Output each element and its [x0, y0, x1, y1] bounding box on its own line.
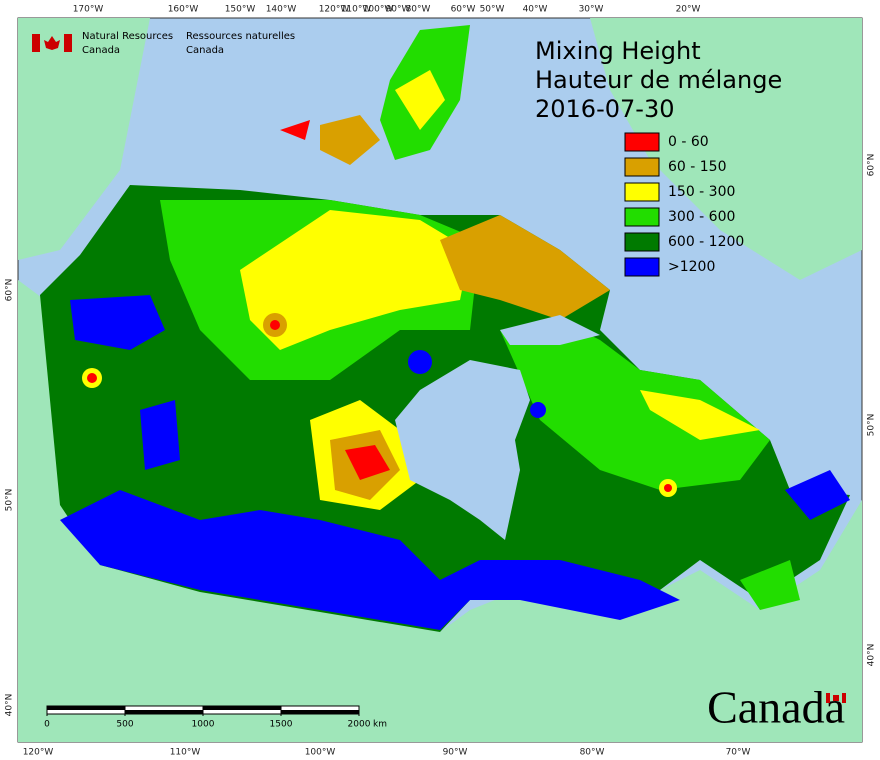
scale-bar-label: 1000	[192, 720, 215, 730]
longitude-label: 120°W	[23, 748, 54, 758]
longitude-label: 80°W	[580, 748, 605, 758]
longitude-label: 90°W	[386, 5, 411, 15]
legend-swatch	[624, 257, 660, 277]
longitude-label: 170°W	[73, 5, 104, 15]
legend-label: >1200	[668, 259, 715, 275]
scale-bar: 0 500 1000 1500 2000 km	[44, 705, 387, 730]
canada-mixing-height	[40, 25, 850, 632]
legend-label: 60 - 150	[668, 159, 727, 175]
scale-bar-label: 500	[116, 720, 133, 730]
legend-label: 0 - 60	[668, 134, 709, 150]
scale-bar-segment	[47, 706, 125, 710]
scale-bar-label: 1500	[270, 720, 293, 730]
legend-label: 600 - 1200	[668, 234, 744, 250]
longitude-label: 120°W	[319, 5, 350, 15]
title: Mixing Height	[535, 37, 701, 65]
legend-swatch	[624, 207, 660, 227]
foreign-land	[18, 18, 862, 742]
longitude-label: 100°W	[363, 5, 394, 15]
agency-en: Natural Resources	[82, 31, 173, 42]
wordmark-flag	[833, 695, 839, 701]
title: 2016-07-30	[535, 95, 674, 123]
longitude-label: 140°W	[266, 5, 297, 15]
latitude-label: 40°N	[867, 644, 877, 667]
agency-fr: Canada	[186, 45, 224, 56]
latitude-label: 50°N	[867, 414, 877, 437]
longitude-label: 160°W	[168, 5, 199, 15]
legend-label: 300 - 600	[668, 209, 735, 225]
scale-bar-segment	[281, 710, 359, 714]
legend: 0 - 60 60 - 150 150 - 300 300 - 600 600 - 12…	[624, 132, 744, 277]
flag-bar	[64, 34, 72, 52]
legend-label: 150 - 300	[668, 184, 735, 200]
longitude-label: 150°W	[225, 5, 256, 15]
scale-bar-segment	[125, 710, 203, 714]
legend-swatch	[624, 232, 660, 252]
agency-fr: Ressources naturelles	[186, 31, 295, 42]
longitude-label: 40°W	[523, 5, 548, 15]
scale-bar-label: 0	[44, 720, 50, 730]
wordmark-flag	[826, 693, 830, 703]
scale-bar-label: 2000	[348, 720, 371, 730]
longitude-label: 110°W	[170, 748, 201, 758]
latitude-label: 60°N	[5, 279, 15, 302]
legend-swatch	[624, 157, 660, 177]
latitude-label: 60°N	[867, 154, 877, 177]
longitude-label: 20°W	[676, 5, 701, 15]
flag-leaf	[44, 36, 60, 50]
longitude-label: 30°W	[579, 5, 604, 15]
legend-swatch	[624, 182, 660, 202]
longitude-label: 100°W	[305, 748, 336, 758]
longitude-label: 80°W	[406, 5, 431, 15]
title: Hauteur de mélange	[535, 66, 782, 94]
longitude-label: 70°W	[726, 748, 751, 758]
wordmark-flag	[842, 693, 846, 703]
legend-swatch	[624, 132, 660, 152]
longitude-label: 110°W	[341, 5, 372, 15]
latitude-label: 40°N	[5, 694, 15, 717]
wordmark: Canada	[707, 682, 845, 733]
agency-en: Canada	[82, 45, 120, 56]
longitude-label: 50°W	[480, 5, 505, 15]
latitude-label: 50°N	[5, 489, 15, 512]
agency-signature: Natural Resources Canada Ressources natu…	[32, 31, 295, 56]
longitude-label: 90°W	[443, 748, 468, 758]
scale-bar-segment	[203, 706, 281, 710]
graticule-labels: 170°W 160°W 150°W 140°W 120°W110°W100°W90°W8…	[5, 5, 877, 758]
hudson-bay	[395, 315, 600, 540]
longitude-label: 60°W	[451, 5, 476, 15]
scale-bar-unit: km	[373, 720, 387, 730]
flag-bar	[32, 34, 40, 52]
